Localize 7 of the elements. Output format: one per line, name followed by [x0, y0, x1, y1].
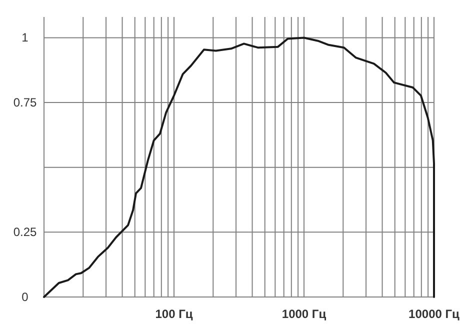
y-tick-label: 0.25	[13, 225, 37, 240]
y-tick-label: 0	[22, 290, 29, 304]
x-tick-label: 10000 Гц	[408, 307, 460, 321]
y-tick-label: 1	[22, 30, 29, 45]
x-tick-label: 1000 Гц	[282, 307, 327, 321]
x-tick-label: 100 Гц	[155, 307, 194, 321]
y-tick-label: 0.75	[13, 96, 37, 110]
